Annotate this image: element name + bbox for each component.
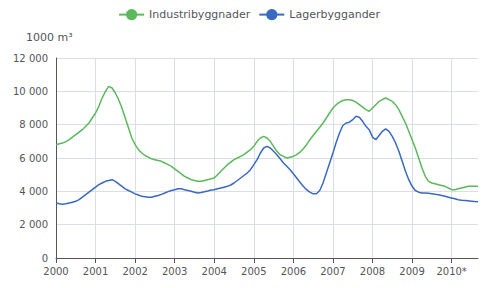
svg-text:6 000: 6 000	[19, 153, 48, 164]
svg-text:2 000: 2 000	[19, 219, 48, 230]
svg-text:2009: 2009	[399, 266, 424, 277]
svg-text:2001: 2001	[83, 266, 108, 277]
svg-text:2007: 2007	[320, 266, 345, 277]
svg-text:2006: 2006	[281, 266, 306, 277]
svg-text:Industribyggnader: Industribyggnader	[149, 8, 251, 21]
svg-text:2000: 2000	[43, 266, 68, 277]
svg-text:1000 m³: 1000 m³	[26, 31, 73, 44]
svg-text:10 000: 10 000	[13, 86, 48, 97]
svg-text:2004: 2004	[202, 266, 227, 277]
svg-text:2010*: 2010*	[436, 266, 466, 277]
svg-text:2002: 2002	[122, 266, 147, 277]
svg-text:0: 0	[42, 253, 48, 264]
svg-text:2003: 2003	[162, 266, 187, 277]
svg-text:2008: 2008	[360, 266, 385, 277]
svg-text:4 000: 4 000	[19, 186, 48, 197]
svg-text:12 000: 12 000	[13, 53, 48, 64]
svg-text:8 000: 8 000	[19, 119, 48, 130]
svg-text:Lagerbyggander: Lagerbyggander	[289, 8, 380, 21]
svg-text:2005: 2005	[241, 266, 266, 277]
